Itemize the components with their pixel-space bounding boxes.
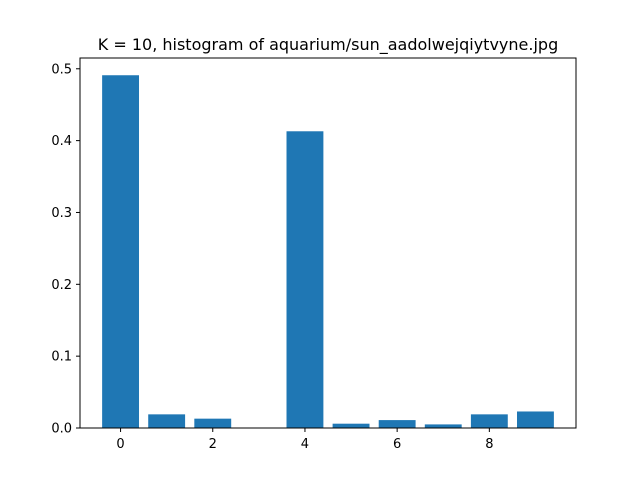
y-tick-label: 0.3	[51, 206, 72, 221]
x-tick-label: 4	[301, 437, 309, 452]
bars-group	[102, 75, 554, 429]
y-tick-label: 0.2	[51, 278, 72, 293]
y-tick-label: 0.5	[51, 62, 72, 77]
bar-9	[517, 411, 554, 428]
bar-1	[148, 414, 186, 428]
bar-0	[102, 75, 140, 429]
chart-title: K = 10, histogram of aquarium/sun_aadolw…	[98, 35, 558, 55]
bar-8	[470, 414, 508, 428]
x-tick-label: 2	[209, 437, 217, 452]
bar-5	[332, 423, 370, 428]
bar-4	[286, 131, 324, 428]
axes-frame	[79, 57, 577, 429]
y-axis-ticks: 0.0 0.1 0.2 0.3 0.4 0.5	[51, 62, 80, 437]
x-axis-ticks: 0 2 4 6 8	[116, 428, 493, 452]
y-tick-label: 0.4	[51, 134, 72, 149]
bar-2	[194, 418, 232, 428]
x-tick-label: 0	[116, 437, 124, 452]
x-tick-label: 8	[485, 437, 493, 452]
bar-7	[424, 424, 462, 428]
bar-6	[378, 420, 416, 428]
y-tick-label: 0.1	[51, 350, 72, 365]
x-tick-label: 6	[393, 437, 401, 452]
y-tick-label: 0.0	[51, 422, 72, 437]
